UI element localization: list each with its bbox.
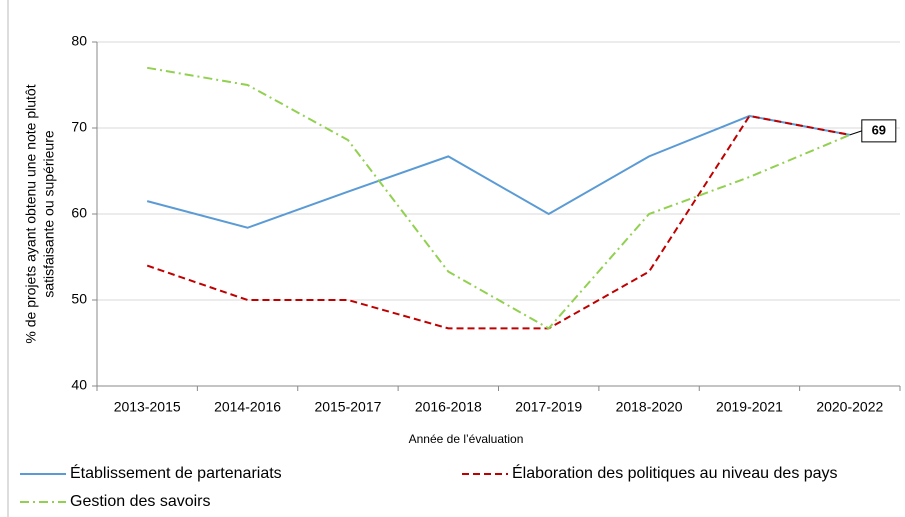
y-tick-label: 60 (71, 205, 87, 221)
label-box (861, 119, 897, 143)
x-tick-label: 2014-2016 (214, 399, 281, 415)
label-leader (849, 130, 862, 136)
x-tick-label: 2017-2019 (515, 399, 582, 415)
y-tick-label: 50 (71, 291, 87, 307)
legend-label: Élaboration des politiques au niveau des… (512, 463, 838, 482)
y-tick-label: 40 (71, 377, 87, 393)
x-tick-label: 2018-2020 (616, 399, 683, 415)
x-tick-label: 2020-2022 (816, 399, 883, 415)
y-tick-label: 70 (71, 119, 87, 135)
legend-label: Établissement de partenariats (70, 463, 282, 482)
series-line (146, 114, 850, 330)
y-axis-label: % de projets ayant obtenu une note plutô… (23, 84, 39, 343)
x-tick-label: 2015-2017 (314, 399, 381, 415)
y-axis-label: satisfaisante ou supérieure (41, 130, 57, 298)
y-tick-label: 80 (71, 33, 87, 49)
series-line (146, 114, 850, 229)
x-tick-label: 2016-2018 (415, 399, 482, 415)
x-tick-label: 2019-2021 (716, 399, 783, 415)
data-label: 69 (872, 122, 886, 137)
x-tick-label: 2013-2015 (114, 399, 181, 415)
legend-label: Gestion des savoirs (70, 493, 211, 510)
series-line (147, 66, 851, 330)
x-axis-label: Année de l’évaluation (409, 432, 524, 446)
